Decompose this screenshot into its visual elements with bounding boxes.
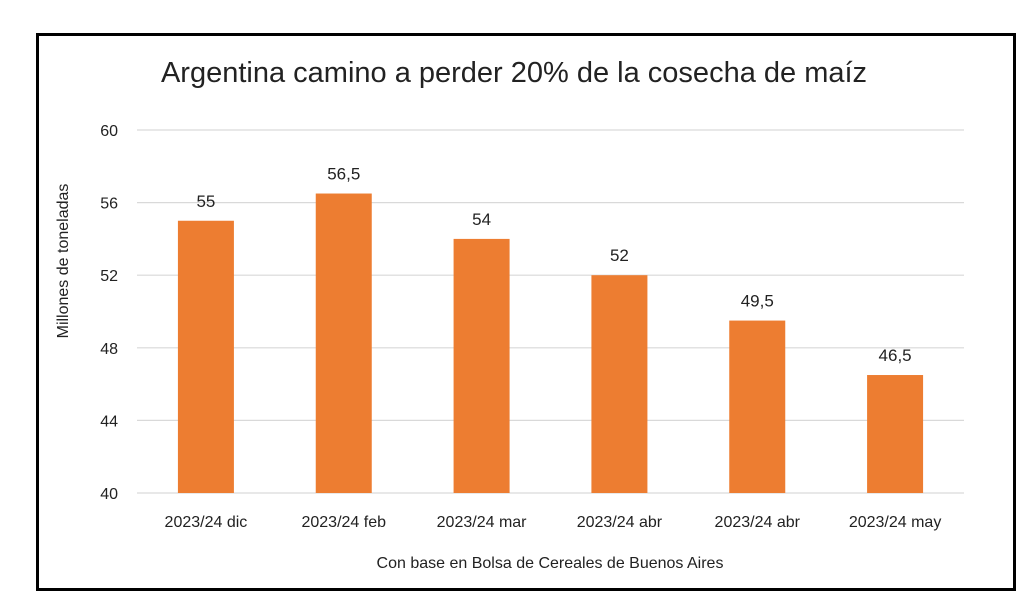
chart-title: Argentina camino a perder 20% de la cose… — [161, 57, 867, 89]
bars — [177, 193, 924, 493]
bar — [177, 220, 234, 493]
x-axis-label: Con base en Bolsa de Cereales de Buenos … — [377, 555, 724, 572]
data-label: 54 — [472, 210, 491, 229]
bar — [315, 193, 372, 493]
y-axis-label: Millones de toneladas — [55, 184, 72, 339]
bar — [591, 275, 648, 493]
bar — [729, 320, 786, 493]
bar — [867, 375, 924, 493]
data-label: 56,5 — [327, 165, 360, 184]
x-axis-ticks: 2023/24 dic 2023/24 feb 2023/24 mar 2023/24… — [165, 514, 942, 531]
data-label: 46,5 — [879, 346, 912, 365]
x-tick-label: 2023/24 mar — [437, 514, 528, 531]
y-axis-ticks: 40 44 48 52 56 60 — [100, 123, 118, 503]
y-tick-label: 60 — [100, 123, 118, 140]
data-label: 55 — [196, 192, 215, 211]
x-tick-label: 2023/24 may — [849, 514, 942, 531]
data-label: 49,5 — [741, 292, 774, 311]
data-label: 52 — [610, 246, 629, 265]
y-tick-label: 44 — [100, 413, 118, 430]
y-tick-label: 48 — [100, 341, 118, 358]
y-tick-label: 56 — [100, 196, 118, 213]
x-tick-label: 2023/24 feb — [301, 514, 386, 531]
y-tick-label: 40 — [100, 486, 118, 503]
x-tick-label: 2023/24 abr — [577, 514, 663, 531]
gridlines — [137, 129, 964, 494]
x-tick-label: 2023/24 dic — [165, 514, 248, 531]
data-labels: 55 56,5 54 52 49,5 46,5 — [196, 165, 911, 366]
x-tick-label: 2023/24 abr — [715, 514, 801, 531]
bar — [453, 238, 510, 493]
y-tick-label: 52 — [100, 268, 118, 285]
